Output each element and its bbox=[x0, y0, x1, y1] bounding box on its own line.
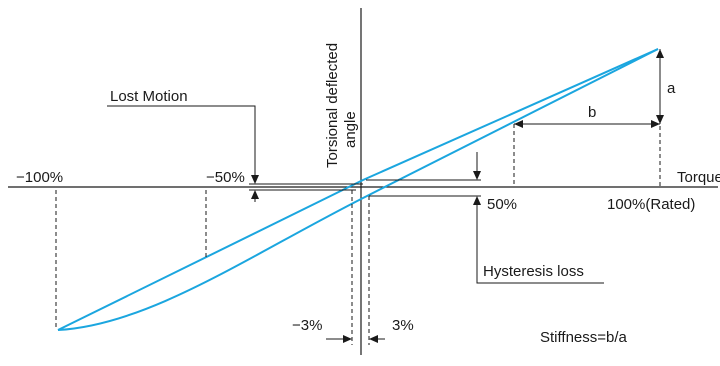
hysteresis-arrow-top bbox=[473, 171, 481, 180]
lost-motion-label: Lost Motion bbox=[110, 88, 188, 105]
y-axis-label-line2: angle bbox=[342, 111, 359, 148]
dimension-a-arrow-bottom bbox=[656, 115, 664, 124]
dimension-a-arrow-top bbox=[656, 49, 664, 58]
dimension-b-arrow-left bbox=[514, 120, 523, 128]
hysteresis-leader bbox=[476, 199, 604, 284]
stiffness-formula: Stiffness=b/a bbox=[540, 329, 628, 346]
hysteresis-arrow-bottom bbox=[473, 196, 481, 205]
neg3-label: −3% bbox=[292, 317, 322, 334]
neg3-arrowhead bbox=[343, 335, 352, 343]
hysteresis-curve-lower bbox=[57, 48, 659, 331]
dimension-a-label: a bbox=[667, 80, 676, 97]
lost-motion-leader bbox=[107, 105, 256, 180]
hysteresis-loss-label: Hysteresis loss bbox=[483, 263, 584, 280]
y-axis-label-line1: Torsional deflected bbox=[324, 43, 341, 168]
lost-motion-arrow-bottom bbox=[251, 190, 259, 199]
neg100-label: −100% bbox=[16, 169, 63, 186]
pos3-label: 3% bbox=[392, 317, 414, 334]
pos100-label: 100%(Rated) bbox=[607, 196, 695, 213]
lost-motion-arrow-top bbox=[251, 175, 259, 184]
pos50-label: 50% bbox=[487, 196, 517, 213]
x-axis-label: Torque bbox=[677, 169, 720, 186]
neg50-label: −50% bbox=[206, 169, 245, 186]
dimension-b-label: b bbox=[588, 104, 596, 121]
dimension-b-arrow-right bbox=[651, 120, 660, 128]
hysteresis-curve-upper bbox=[57, 48, 659, 331]
pos3-arrowhead bbox=[369, 335, 378, 343]
